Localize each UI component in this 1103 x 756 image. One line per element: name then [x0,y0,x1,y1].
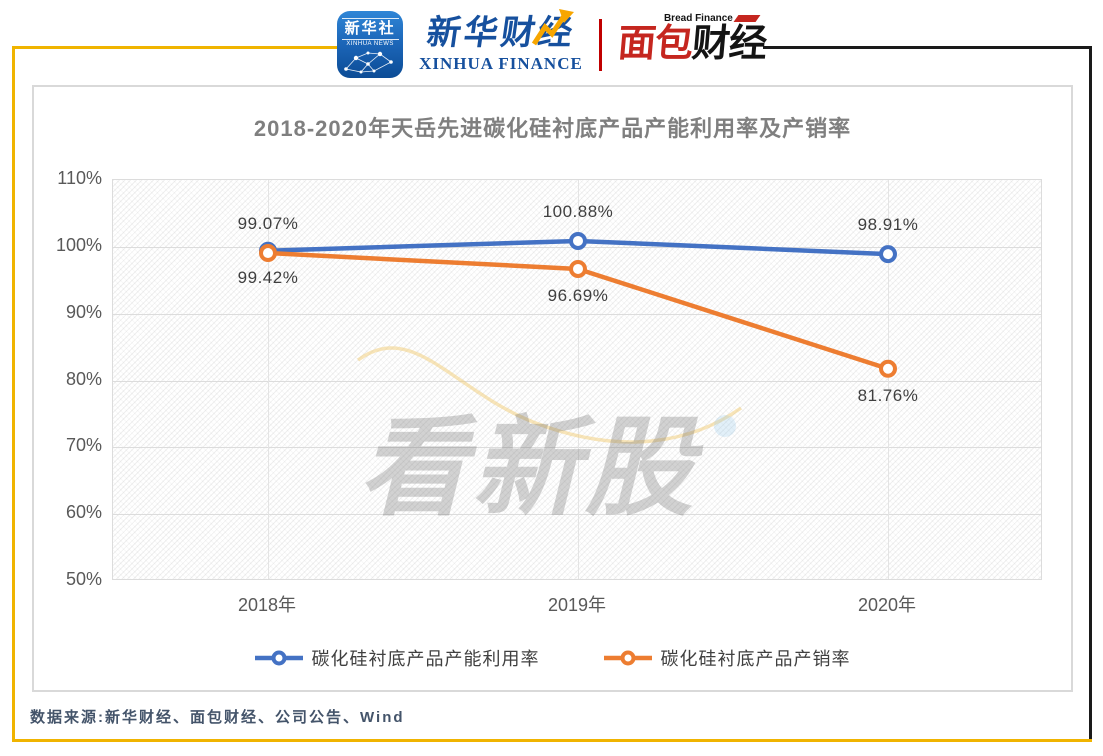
frame-bottom-line [12,739,1092,742]
network-constellation-icon [344,51,393,74]
data-label: 96.69% [547,285,609,305]
gridline-horizontal [113,313,1041,315]
chart-container: 2018-2020年天岳先进碳化硅衬底产品产能利用率及产销率 110% 100% 9… [32,85,1073,692]
data-source-note: 数据来源:新华财经、面包财经、公司公告、Wind [30,709,405,726]
y-tick-label: 110% [57,168,102,188]
gridline-horizontal [113,380,1041,382]
bread-finance-cn-red: 面包 [616,23,694,65]
legend-label-1: 碳化硅衬底产品产销率 [660,649,851,669]
xinhua-finance-en-label: XINHUA FINANCE [419,54,583,74]
x-axis: 2018年 2019年 2020年 [112,591,1042,617]
plot-area: 看新股 99.42% 100.88% 98.91% 99.07% 96.69% 81.76… [112,179,1042,580]
y-tick-label: 90% [65,301,102,322]
frame-top-right-line [763,46,1092,49]
red-wedge-icon [733,15,761,22]
data-label: 100.88% [542,201,614,221]
data-label: 99.07% [237,214,299,234]
gridline-horizontal [113,514,1041,516]
y-tick-label: 100% [55,234,102,255]
data-label: 81.76% [857,385,919,405]
data-label: 99.42% [237,267,299,287]
frame-top-left-line [12,46,344,49]
watermark: 看新股 [113,180,1041,579]
bread-finance-cn-label: 面包财经 [616,23,768,66]
bread-finance-en-label: Bread Finance [663,13,733,24]
x-tick-label: 2018年 [237,595,297,615]
data-point-marker [569,231,587,250]
xinhua-app-sublabel: XINHUA NEWS [346,41,394,47]
data-point-marker [569,259,587,278]
y-tick-label: 50% [65,569,102,589]
header-logos: 新华社 XINHUA NEWS 新华财经 XINHUA FINANCE [0,9,1103,78]
logo-divider [598,19,602,71]
bread-finance-logo: Bread Finance 面包财经 [616,11,768,66]
legend-item-1: 碳化硅衬底产品产销率 [603,645,851,671]
y-tick-label: 70% [65,435,102,456]
gridline-horizontal [113,447,1041,449]
xinhua-news-app-logo: 新华社 XINHUA NEWS [337,11,404,78]
x-tick-label: 2020年 [857,595,917,615]
gridline-vertical [578,180,579,579]
bread-finance-en-row: Bread Finance [663,13,761,24]
frame-left-line [12,46,15,742]
legend: 碳化硅衬底产品产能利用率 碳化硅衬底产品产销率 [34,645,1071,671]
legend-marker-icon [254,650,303,666]
data-point-marker [879,359,897,378]
y-axis: 110% 100% 90% 80% 70% 60% 50% [34,168,106,589]
gridline-vertical [888,180,889,579]
xinhua-app-label: 新华社 [341,18,399,40]
legend-label-0: 碳化硅衬底产品产能利用率 [311,649,540,669]
data-point-marker [259,244,277,263]
xinhua-finance-logo: 新华财经 XINHUA FINANCE [419,9,583,74]
bread-finance-cn-black: 财经 [690,23,768,65]
legend-item-0: 碳化硅衬底产品产能利用率 [254,645,540,671]
watermark-swoosh-icon [356,346,743,444]
data-point-marker [879,245,897,264]
chart-title: 2018-2020年天岳先进碳化硅衬底产品产能利用率及产销率 [253,116,852,141]
lightning-bolt-icon [532,9,575,46]
line-series-svg [259,231,897,378]
data-label: 98.91% [857,215,919,235]
gridline-vertical [268,180,269,579]
y-tick-label: 60% [65,502,102,523]
frame-right-line [1089,46,1092,742]
x-tick-label: 2019年 [547,595,607,615]
y-tick-label: 80% [65,368,102,389]
legend-marker-icon [603,650,652,666]
